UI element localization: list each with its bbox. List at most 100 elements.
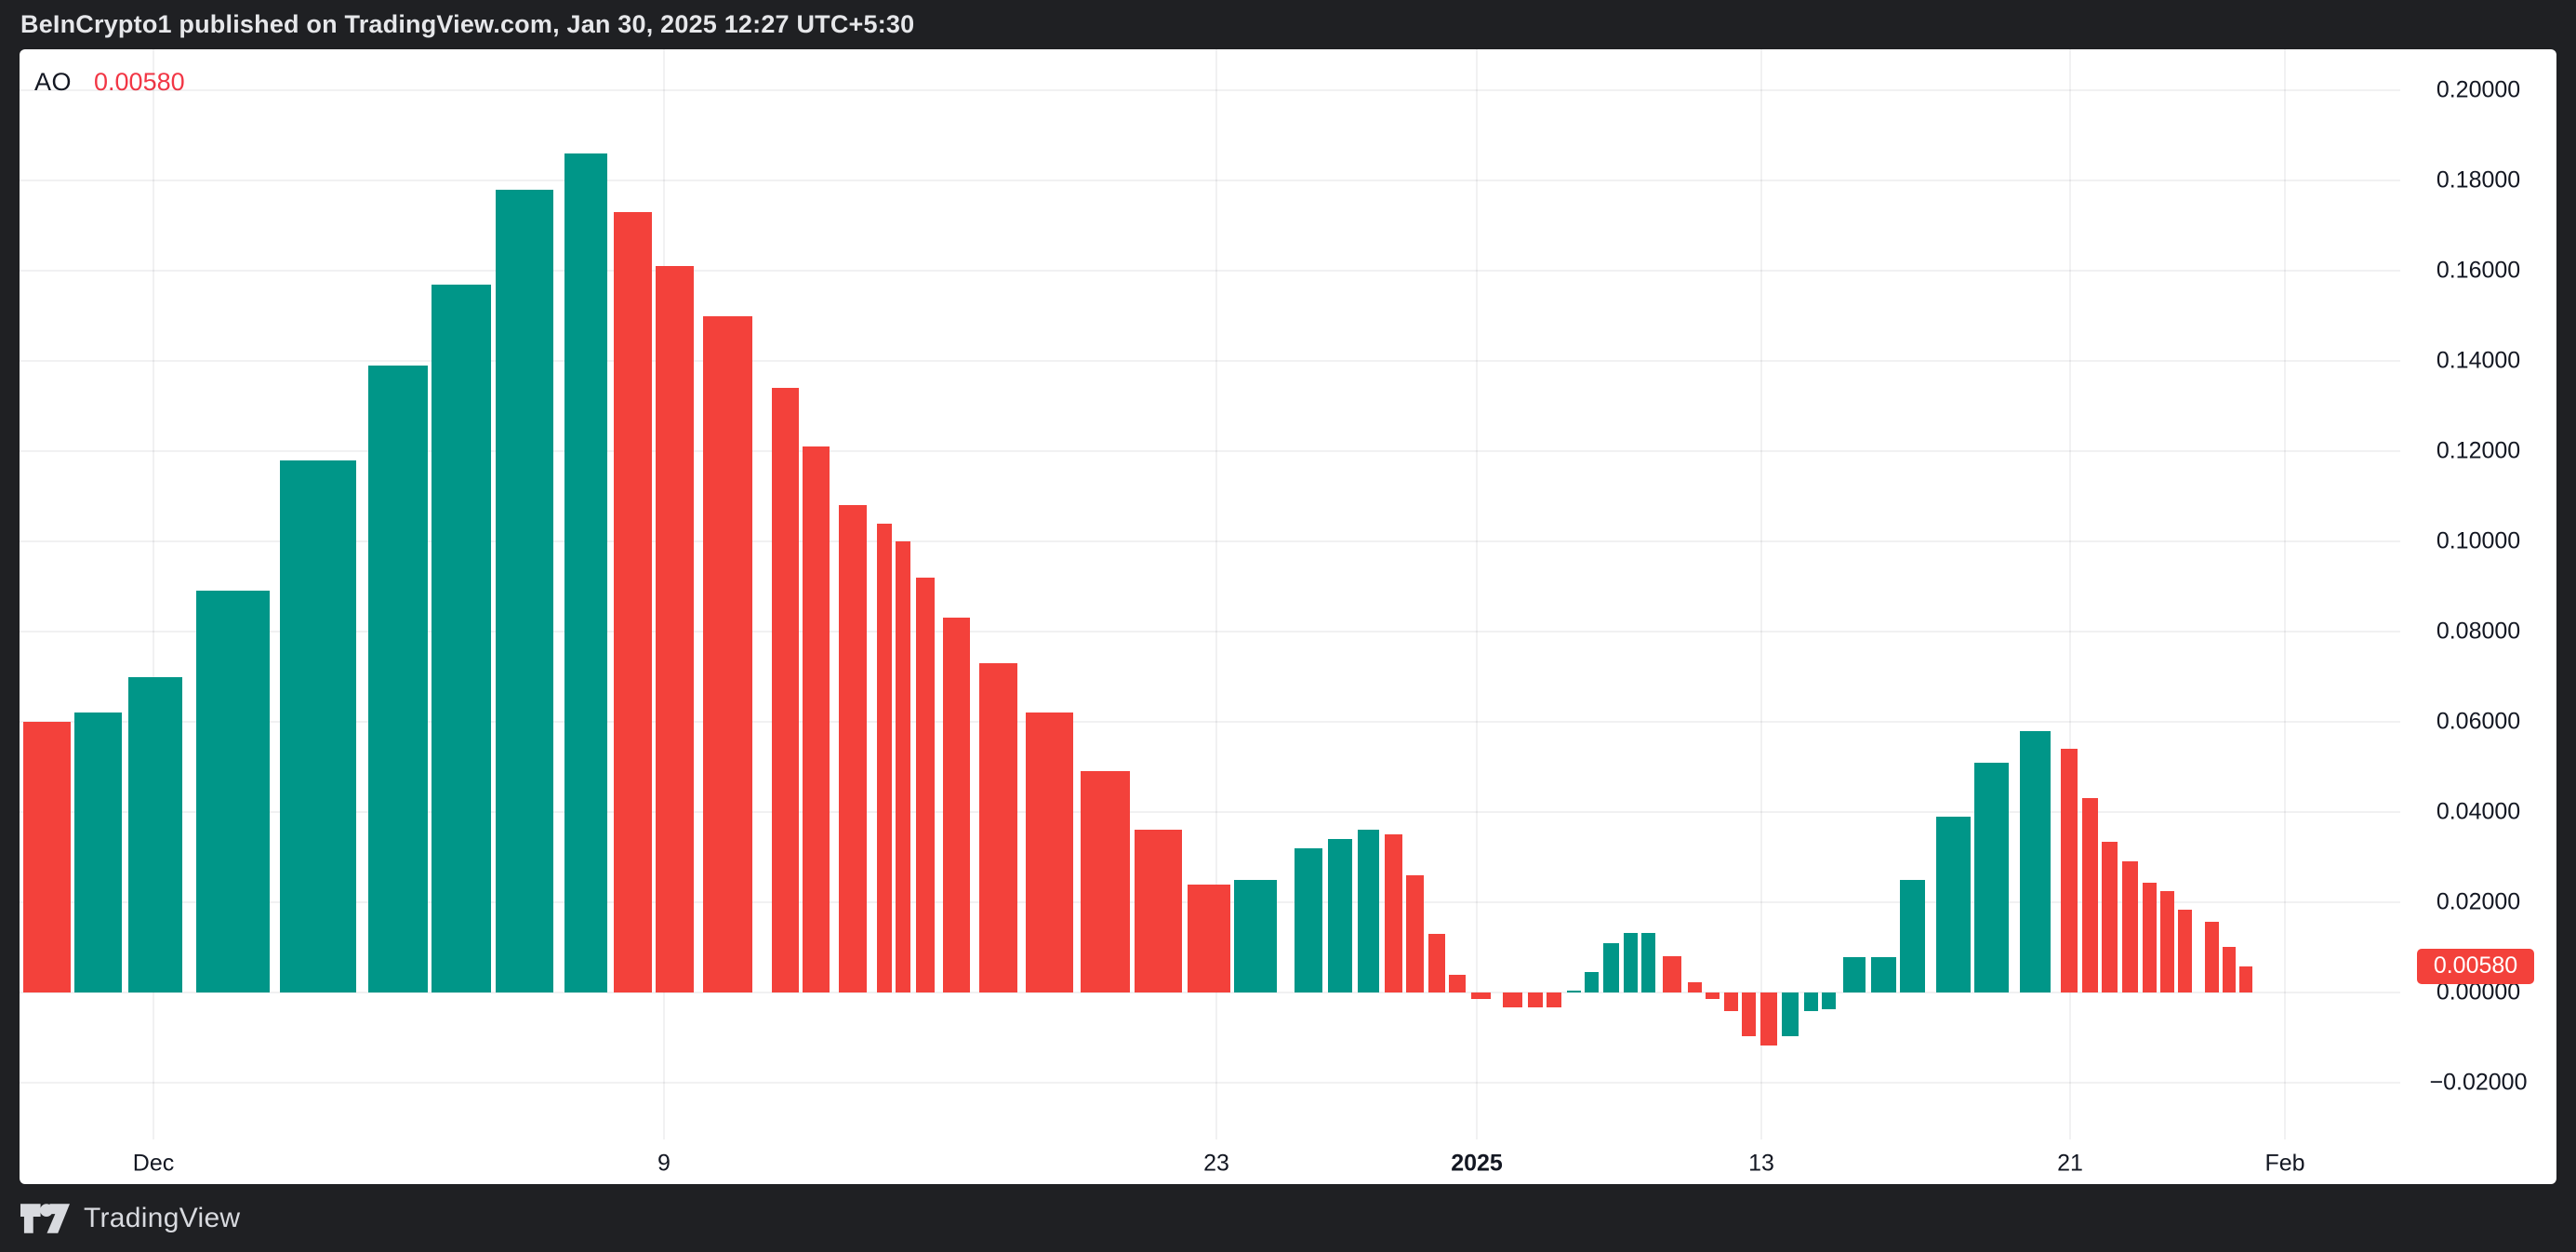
gridline-horizontal xyxy=(20,450,2400,452)
price-axis-label: 0.10000 xyxy=(2436,527,2521,554)
time-axis-label: 13 xyxy=(1748,1150,1774,1177)
ao-histogram-bar xyxy=(564,153,607,992)
ao-histogram-bar xyxy=(1602,942,1619,992)
time-axis[interactable]: Dec 9 23 2025 13 21 Feb xyxy=(20,1139,2556,1184)
ao-histogram-bar xyxy=(22,722,71,992)
ao-histogram-bar xyxy=(1973,762,2009,992)
ao-histogram-bar xyxy=(1821,992,1836,1010)
ao-histogram-bar xyxy=(1640,932,1655,992)
ao-histogram-bar xyxy=(1782,992,1799,1036)
time-axis-label: 23 xyxy=(1203,1150,1229,1177)
ao-histogram-bar xyxy=(877,523,892,992)
ao-histogram-bar xyxy=(1843,957,1866,992)
ao-histogram-bar xyxy=(655,266,694,992)
gridline-horizontal xyxy=(20,631,2400,633)
gridline-vertical xyxy=(2284,49,2286,1139)
ao-histogram-bar xyxy=(1025,713,1073,992)
price-axis[interactable]: 0.20000 0.18000 0.16000 0.14000 0.12000 0.100… xyxy=(2400,49,2556,1139)
price-axis-label: −0.02000 xyxy=(2429,1069,2528,1096)
ao-histogram-bar xyxy=(613,211,652,992)
price-axis-label: 0.06000 xyxy=(2436,708,2521,735)
publish-info-bar: BeInCrypto1 published on TradingView.com… xyxy=(0,0,2576,49)
gridline-vertical xyxy=(2069,49,2071,1139)
indicator-name: AO xyxy=(34,68,73,96)
ao-histogram-bar xyxy=(1870,957,1896,992)
ao-histogram-bar xyxy=(280,460,356,992)
price-axis-label: 0.04000 xyxy=(2436,798,2521,825)
time-axis-label: 21 xyxy=(2057,1150,2083,1177)
ao-histogram-bar xyxy=(368,365,428,992)
ao-histogram-bar xyxy=(1134,830,1182,992)
time-axis-label: Dec xyxy=(132,1150,175,1177)
gridline-horizontal xyxy=(20,270,2400,272)
chart-card: AO 0.00580 0.20000 0.18000 0.16000 0.14000 0… xyxy=(20,49,2556,1184)
publish-info-text: BeInCrypto1 published on TradingView.com… xyxy=(20,10,915,38)
gridline-vertical xyxy=(1476,49,1478,1139)
gridline-vertical xyxy=(1760,49,1762,1139)
gridline-vertical xyxy=(1215,49,1217,1139)
ao-histogram-bar xyxy=(1935,816,1971,992)
footer-bar: TradingView xyxy=(0,1184,2576,1252)
ao-histogram-bar xyxy=(1623,932,1638,992)
ao-histogram-bar xyxy=(771,388,799,992)
ao-histogram-bar xyxy=(1405,874,1424,992)
ao-histogram-bar xyxy=(1357,830,1379,992)
time-axis-label: Feb xyxy=(2264,1150,2305,1177)
ao-histogram-bar xyxy=(1528,992,1543,1007)
ao-histogram-bar xyxy=(1470,992,1491,1000)
ao-histogram-bar xyxy=(1566,990,1581,992)
gridline-horizontal xyxy=(20,89,2400,91)
ao-histogram-bar xyxy=(1328,839,1352,992)
ao-histogram-bar xyxy=(916,577,935,992)
ao-histogram-bar xyxy=(702,315,752,992)
ao-histogram-bar xyxy=(1899,879,1925,992)
ao-histogram-bar xyxy=(1449,974,1466,992)
tradingview-brand-text: TradingView xyxy=(84,1202,241,1233)
ao-histogram-bar xyxy=(2121,861,2138,992)
tradingview-logo-icon xyxy=(20,1203,71,1233)
ao-histogram-bar xyxy=(432,284,491,992)
ao-histogram-bar xyxy=(1547,992,1561,1007)
ao-histogram-bar xyxy=(1295,847,1322,992)
ao-histogram-bar xyxy=(195,591,270,992)
ao-histogram-bar xyxy=(1760,992,1777,1046)
ao-histogram-bar xyxy=(1584,971,1599,992)
ao-histogram-bar xyxy=(1384,834,1402,992)
indicator-legend: AO 0.00580 xyxy=(34,68,185,97)
gridline-horizontal xyxy=(20,992,2400,993)
ao-histogram-bar xyxy=(2081,798,2098,992)
price-axis-label: 0.16000 xyxy=(2436,257,2521,284)
ao-histogram-bar xyxy=(1803,992,1818,1012)
tradingview-logo-link[interactable]: TradingView xyxy=(20,1200,240,1237)
time-axis-label: 9 xyxy=(657,1150,671,1177)
ao-histogram-bar xyxy=(2204,922,2219,992)
ao-histogram-bar xyxy=(896,541,910,992)
ao-histogram-bar xyxy=(1723,992,1738,1012)
ao-histogram-bar xyxy=(1705,992,1720,1000)
last-value-tag-text: 0.00580 xyxy=(2433,952,2518,979)
ao-histogram-bar xyxy=(2142,882,2157,992)
price-axis-label: 0.12000 xyxy=(2436,437,2521,464)
gridline-vertical xyxy=(153,49,154,1139)
ao-histogram-bar xyxy=(1663,956,1681,992)
ao-histogram-bar xyxy=(1687,982,1702,992)
chart-plot-area[interactable]: AO 0.00580 xyxy=(20,49,2556,1139)
ao-histogram-bar xyxy=(1188,884,1230,992)
ao-histogram-bar xyxy=(2177,910,2192,992)
ao-histogram-bar xyxy=(2223,946,2236,992)
price-axis-label: 0.08000 xyxy=(2436,618,2521,645)
price-axis-label: 0.20000 xyxy=(2436,76,2521,103)
ao-histogram-bar xyxy=(1234,879,1277,992)
last-value-tag: 0.00580 xyxy=(2417,948,2534,984)
ao-histogram-bar xyxy=(1428,933,1445,992)
ao-histogram-bar xyxy=(942,618,970,992)
ao-histogram-bar xyxy=(2159,890,2174,992)
ao-histogram-bar xyxy=(1502,992,1522,1007)
price-axis-label: 0.18000 xyxy=(2436,166,2521,193)
ao-histogram-bar xyxy=(1080,771,1130,992)
indicator-value: 0.00580 xyxy=(94,68,185,96)
price-axis-label: 0.02000 xyxy=(2436,888,2521,915)
ao-histogram-bar xyxy=(802,446,830,992)
time-axis-label: 2025 xyxy=(1451,1150,1503,1177)
